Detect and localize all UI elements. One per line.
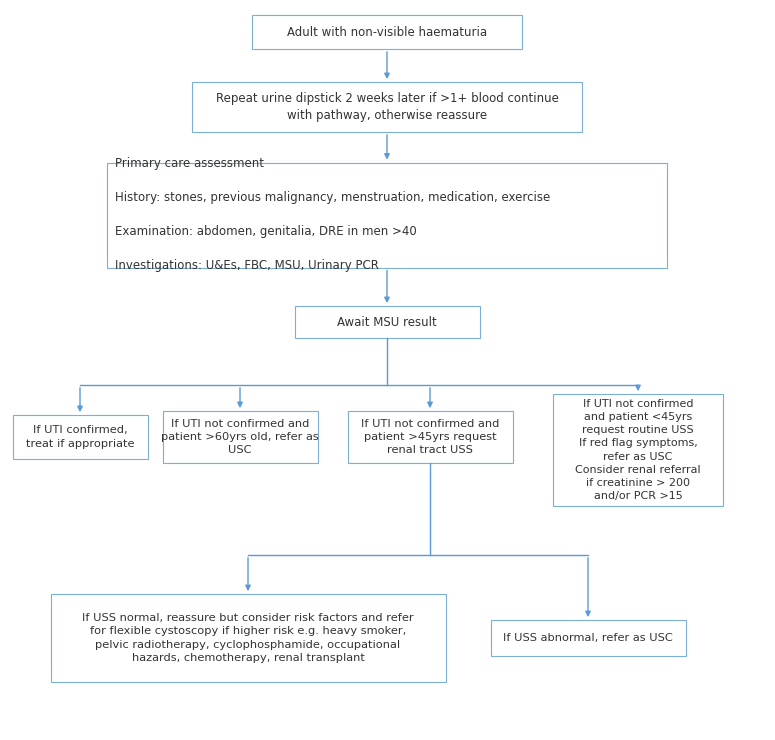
- Bar: [252, 15, 522, 49]
- Bar: [553, 394, 723, 506]
- Text: If UTI not confirmed and
patient >45yrs request
renal tract USS: If UTI not confirmed and patient >45yrs …: [361, 419, 499, 455]
- Bar: [107, 163, 667, 267]
- Bar: [163, 411, 318, 463]
- Bar: [12, 415, 147, 459]
- Bar: [491, 620, 686, 656]
- Text: If UTI not confirmed
and patient <45yrs
request routine USS
If red flag symptoms: If UTI not confirmed and patient <45yrs …: [575, 399, 701, 501]
- Text: Primary care assessment

History: stones, previous malignancy, menstruation, med: Primary care assessment History: stones,…: [115, 158, 550, 272]
- Text: Await MSU result: Await MSU result: [337, 315, 437, 329]
- Text: Adult with non-visible haematuria: Adult with non-visible haematuria: [287, 25, 487, 38]
- Text: If USS normal, reassure but consider risk factors and refer
for flexible cystosc: If USS normal, reassure but consider ris…: [82, 613, 414, 663]
- Bar: [294, 306, 480, 338]
- Bar: [50, 594, 446, 682]
- Bar: [192, 82, 582, 132]
- Text: If UTI confirmed,
treat if appropriate: If UTI confirmed, treat if appropriate: [26, 425, 134, 448]
- Text: If UTI not confirmed and
patient >60yrs old, refer as
USC: If UTI not confirmed and patient >60yrs …: [161, 419, 319, 455]
- Text: If USS abnormal, refer as USC: If USS abnormal, refer as USC: [503, 633, 673, 643]
- Text: Repeat urine dipstick 2 weeks later if >1+ blood continue
with pathway, otherwis: Repeat urine dipstick 2 weeks later if >…: [215, 92, 559, 122]
- Bar: [347, 411, 512, 463]
